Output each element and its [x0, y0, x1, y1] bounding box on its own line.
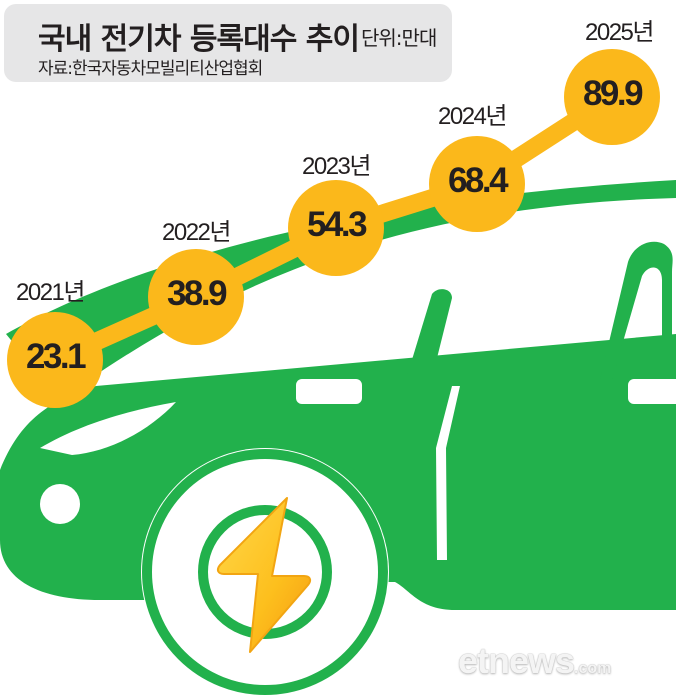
year-label-2024: 2024년 — [438, 103, 507, 130]
year-label-2025: 2025년 — [585, 19, 654, 46]
value-label-2025: 89.9 — [582, 74, 644, 113]
value-label-2024: 68.4 — [447, 161, 509, 200]
logo-suffix: .com — [574, 660, 612, 677]
etnews-logo: etnews.com — [458, 640, 611, 682]
value-label-2023: 54.3 — [306, 205, 368, 244]
lightning-bolt-icon — [216, 497, 312, 653]
car-details — [40, 379, 676, 700]
value-label-2022: 38.9 — [166, 274, 228, 313]
value-label-2021: 23.1 — [25, 337, 87, 376]
unit-label: 단위:만대 — [361, 26, 437, 50]
data-markers — [7, 49, 660, 408]
source-label: 자료:한국자동차모빌리티산업협회 — [38, 59, 263, 79]
chart-title: 국내 전기차 등록대수 추이 — [38, 22, 360, 57]
year-label-2021: 2021년 — [16, 279, 85, 306]
logo-text: etnews — [458, 640, 575, 681]
title-box: 국내 전기차 등록대수 추이 단위:만대 자료:한국자동차모빌리티산업협회 — [4, 4, 452, 82]
year-label-2022: 2022년 — [162, 219, 231, 246]
year-label-2023: 2023년 — [302, 153, 371, 180]
